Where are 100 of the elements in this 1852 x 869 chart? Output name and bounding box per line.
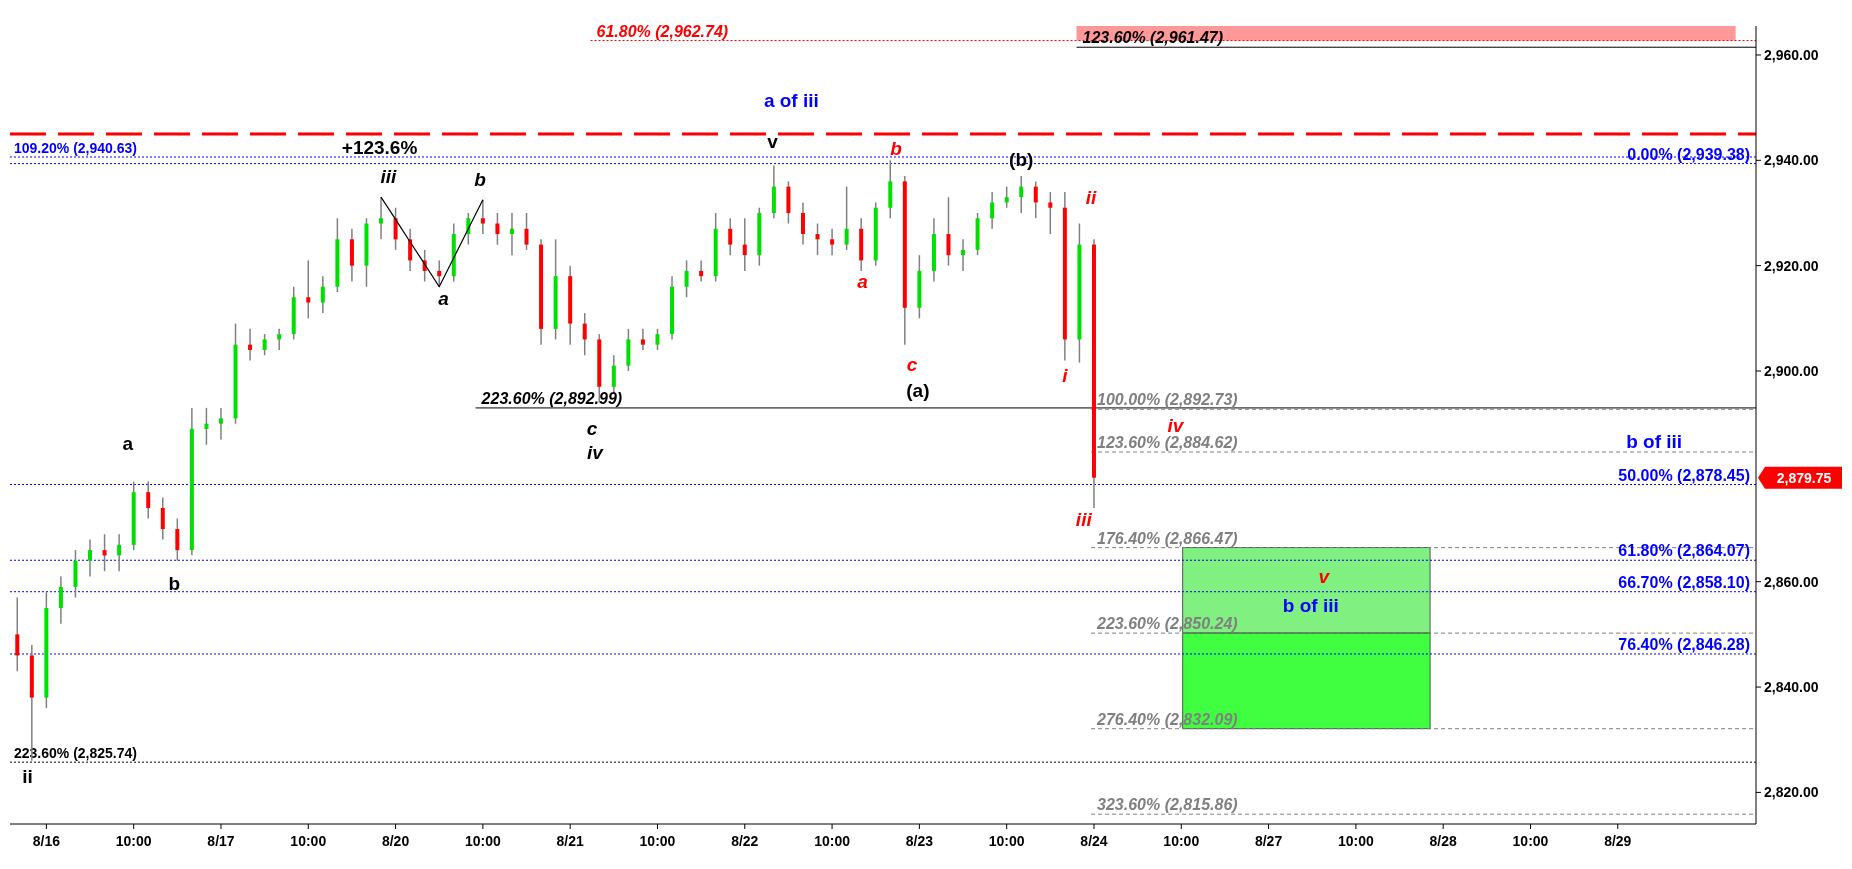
ref-line-label: 176.40% (2,866.47) bbox=[1097, 529, 1238, 547]
x-tick-label: 10:00 bbox=[1163, 833, 1200, 849]
x-tick-label: 10:00 bbox=[1337, 833, 1374, 849]
x-tick-label: 10:00 bbox=[290, 833, 327, 849]
annotation: c bbox=[586, 418, 598, 440]
candlestick bbox=[655, 328, 660, 351]
x-tick-label: 8/24 bbox=[1080, 833, 1108, 849]
candlestick bbox=[611, 354, 616, 393]
annotation: iii bbox=[1075, 509, 1093, 531]
candlestick bbox=[742, 217, 747, 272]
candlestick bbox=[204, 407, 209, 446]
annotation: b bbox=[474, 168, 487, 190]
ref-line-label: 109.20% (2,940.63) bbox=[14, 140, 137, 156]
text: 2,879.75 bbox=[1776, 469, 1832, 486]
ref-line-label: 76.40% (2,846.28) bbox=[1618, 635, 1750, 653]
candlestick bbox=[277, 328, 282, 351]
x-tick-label: 8/23 bbox=[905, 833, 934, 849]
candlestick bbox=[248, 328, 253, 362]
candlestick bbox=[728, 217, 733, 256]
candlestick bbox=[800, 201, 805, 246]
candlestick bbox=[1004, 185, 1009, 209]
candlestick bbox=[175, 517, 180, 562]
y-tick-label: 2,820.00 bbox=[1764, 784, 1819, 801]
candlestick bbox=[15, 596, 20, 672]
candlestick bbox=[437, 259, 442, 288]
x-tick-label: 10:00 bbox=[988, 833, 1025, 849]
ref-line-label: 0.00% (2,939.38) bbox=[1627, 145, 1750, 163]
ref-line-label: 223.60% (2,825.74) bbox=[14, 745, 137, 762]
x-tick-label: 10:00 bbox=[1512, 833, 1549, 849]
x-tick-label: 8/27 bbox=[1254, 833, 1283, 849]
x-tick-label: 10:00 bbox=[639, 833, 676, 849]
x-tick-label: 10:00 bbox=[115, 833, 152, 849]
annotation: i bbox=[1062, 365, 1069, 387]
ref-line-label: 61.80% (2,864.07) bbox=[1618, 542, 1750, 560]
ref-line-label: 61.80% (2,962.74) bbox=[596, 22, 729, 40]
candlestick bbox=[88, 538, 93, 578]
annotation: c bbox=[906, 353, 918, 375]
candlestick bbox=[480, 199, 485, 235]
y-tick-label: 2,920.00 bbox=[1764, 257, 1819, 274]
candlestick bbox=[102, 533, 107, 572]
ref-line-label: 50.00% (2,878.45) bbox=[1618, 466, 1750, 484]
annotation: a bbox=[438, 287, 450, 309]
candlestick bbox=[640, 328, 645, 351]
annotation: a bbox=[122, 432, 134, 454]
candlestick bbox=[684, 259, 689, 299]
y-tick-label: 2,960.00 bbox=[1764, 46, 1819, 63]
x-tick-label: 8/28 bbox=[1429, 833, 1458, 849]
annotation: v bbox=[767, 131, 779, 152]
x-tick-label: 8/20 bbox=[381, 833, 410, 849]
y-tick-label: 2,900.00 bbox=[1764, 362, 1819, 379]
candlestick bbox=[815, 222, 820, 256]
candlestick bbox=[160, 496, 165, 541]
annotation: iv bbox=[1167, 415, 1185, 437]
x-tick-label: 8/21 bbox=[556, 833, 585, 849]
annotation: b of iii bbox=[1282, 595, 1339, 617]
candlestick bbox=[509, 212, 514, 256]
candlestick bbox=[524, 212, 529, 251]
candlestick bbox=[320, 275, 325, 314]
x-tick-label: 8/29 bbox=[1604, 833, 1632, 849]
ref-line-label: 123.60% (2,961.47) bbox=[1082, 29, 1224, 47]
annotation: v bbox=[1318, 565, 1331, 587]
candlestick bbox=[262, 333, 267, 356]
x-tick-label: 10:00 bbox=[814, 833, 851, 849]
candlestick bbox=[58, 575, 63, 625]
candlestick bbox=[393, 206, 398, 251]
ref-line-label: 66.70% (2,858.10) bbox=[1618, 573, 1750, 591]
candlestick bbox=[1048, 191, 1053, 235]
y-tick-label: 2,940.00 bbox=[1764, 152, 1819, 169]
candlestick bbox=[946, 196, 951, 267]
x-tick-label: 10:00 bbox=[464, 833, 501, 849]
x-tick-label: 8/17 bbox=[207, 833, 235, 849]
annotation: ii bbox=[22, 766, 33, 788]
candlestick bbox=[990, 191, 995, 230]
ref-line-label: 323.60% (2,815.86) bbox=[1097, 796, 1238, 814]
x-tick-label: 8/16 bbox=[32, 833, 61, 849]
candlestick bbox=[830, 228, 835, 256]
candlestick bbox=[379, 196, 384, 241]
annotation: b bbox=[168, 573, 181, 595]
x-tick-label: 8/22 bbox=[731, 833, 759, 849]
annotation: b bbox=[890, 137, 903, 159]
candlestick bbox=[961, 238, 966, 272]
candlestick bbox=[844, 185, 849, 251]
annotation: (b) bbox=[1009, 148, 1034, 170]
candlestick bbox=[117, 533, 122, 572]
ref-line-label: 223.60% (2,892.99) bbox=[480, 389, 623, 407]
annotation: a of iii bbox=[763, 89, 819, 111]
annotation: (a) bbox=[906, 379, 930, 401]
y-tick-label: 2,840.00 bbox=[1764, 678, 1819, 695]
candlestick bbox=[495, 212, 500, 246]
y-tick-label: 2,860.00 bbox=[1764, 573, 1819, 590]
ref-line-label: 100.00% (2,892.73) bbox=[1097, 391, 1238, 409]
annotation: b of iii bbox=[1626, 431, 1683, 453]
candlestick bbox=[218, 407, 223, 441]
ref-line-label: 123.60% (2,884.62) bbox=[1097, 434, 1238, 452]
candlestick bbox=[306, 259, 311, 320]
candlestick bbox=[1033, 180, 1038, 220]
annotation: a bbox=[857, 271, 869, 293]
candlestick bbox=[1019, 175, 1024, 214]
annotation: ii bbox=[1085, 186, 1098, 208]
candlestick bbox=[699, 259, 704, 283]
